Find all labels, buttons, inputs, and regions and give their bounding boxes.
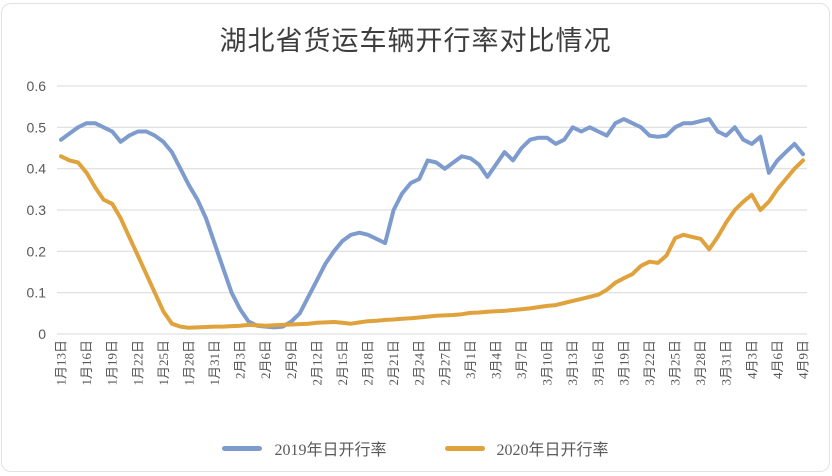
svg-text:3月13日: 3月13日 xyxy=(565,340,580,386)
svg-text:3月19日: 3月19日 xyxy=(616,340,631,386)
y-axis-tick-labels: 0 0.1 0.2 0.3 0.4 0.5 0.6 xyxy=(27,78,47,342)
svg-text:1月31日: 1月31日 xyxy=(207,340,222,386)
legend-label-2019: 2019年日开行率 xyxy=(274,442,387,459)
svg-text:4月3日: 4月3日 xyxy=(744,340,759,379)
svg-text:3月7日: 3月7日 xyxy=(514,340,529,379)
svg-text:3月22日: 3月22日 xyxy=(642,340,657,386)
svg-text:3月28日: 3月28日 xyxy=(693,340,708,386)
legend-item-2020: 2020年日开行率 xyxy=(444,436,609,460)
svg-text:3月1日: 3月1日 xyxy=(463,340,478,379)
x-axis-tick-labels: 1月13日 1月16日 1月19日 1月22日 1月25日 1月28日 1月31日 2月3日 2… xyxy=(54,340,811,386)
legend-item-2019: 2019年日开行率 xyxy=(222,436,387,460)
svg-text:3月25日: 3月25日 xyxy=(668,340,683,386)
svg-text:1月25日: 1月25日 xyxy=(156,340,171,386)
svg-text:4月9日: 4月9日 xyxy=(796,340,811,379)
svg-text:0: 0 xyxy=(38,326,46,342)
svg-text:2月21日: 2月21日 xyxy=(386,340,401,386)
svg-text:3月16日: 3月16日 xyxy=(591,340,606,386)
svg-text:3月31日: 3月31日 xyxy=(719,340,734,386)
svg-text:2月3日: 2月3日 xyxy=(233,340,248,379)
chart-title: 湖北省货运车辆开行率对比情况 xyxy=(219,26,612,56)
svg-text:1月22日: 1月22日 xyxy=(130,340,145,386)
svg-text:2月9日: 2月9日 xyxy=(284,340,299,379)
svg-text:2月6日: 2月6日 xyxy=(258,340,273,379)
svg-text:0.4: 0.4 xyxy=(27,161,47,177)
series-line-2019 xyxy=(59,117,805,330)
chart-card: 湖北省货运车辆开行率对比情况 0 0.1 0.2 0.3 0.4 0.5 0.6 1月13日 1… xyxy=(1,3,830,472)
svg-text:0.2: 0.2 xyxy=(27,243,47,259)
svg-text:1月28日: 1月28日 xyxy=(181,340,196,386)
svg-text:0.1: 0.1 xyxy=(27,285,47,301)
svg-text:1月13日: 1月13日 xyxy=(54,340,69,386)
svg-text:3月4日: 3月4日 xyxy=(489,340,504,379)
svg-text:1月16日: 1月16日 xyxy=(79,340,94,386)
svg-text:3月10日: 3月10日 xyxy=(540,340,555,386)
series-line-2020 xyxy=(59,154,805,330)
svg-text:2月12日: 2月12日 xyxy=(309,340,324,386)
svg-text:2月24日: 2月24日 xyxy=(412,340,427,386)
svg-text:1月19日: 1月19日 xyxy=(105,340,120,386)
svg-text:2月27日: 2月27日 xyxy=(437,340,452,386)
svg-text:0.5: 0.5 xyxy=(27,119,47,135)
svg-text:2月18日: 2月18日 xyxy=(361,340,376,386)
svg-text:2月15日: 2月15日 xyxy=(335,340,350,386)
svg-text:4月6日: 4月6日 xyxy=(770,340,785,379)
svg-text:0.3: 0.3 xyxy=(27,202,47,218)
legend-swatch-2020-icon xyxy=(444,445,485,451)
chart-legend: 2019年日开行率 2020年日开行率 xyxy=(2,432,829,464)
legend-swatch-2019-icon xyxy=(222,445,263,451)
legend-label-2020: 2020年日开行率 xyxy=(496,442,609,459)
svg-text:0.6: 0.6 xyxy=(27,78,47,94)
